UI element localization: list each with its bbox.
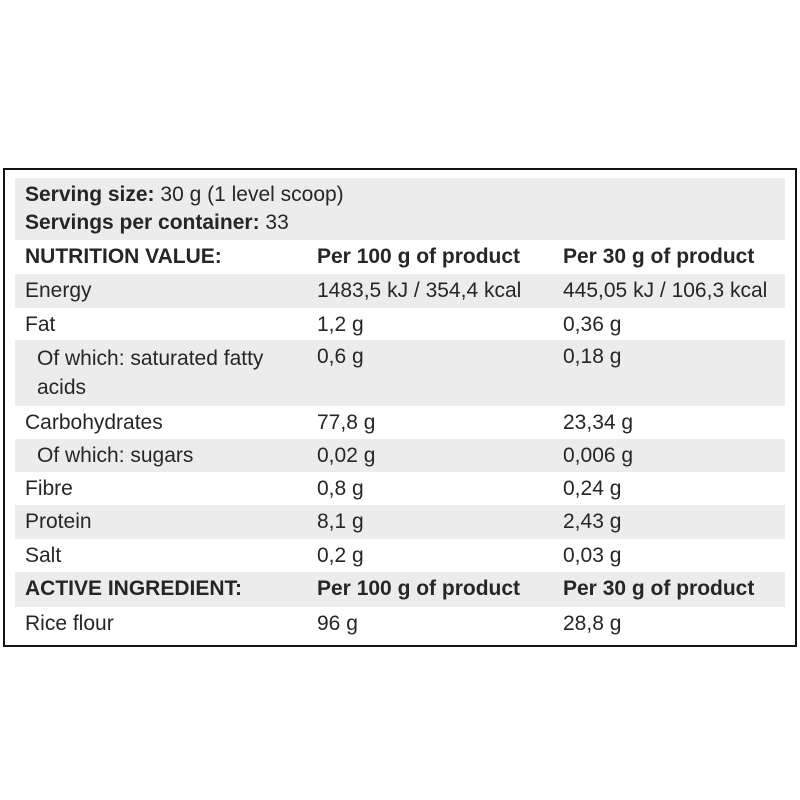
active-header-per100: Per 100 g of product xyxy=(317,577,521,600)
row-per100: 1,2 g xyxy=(317,313,364,336)
row-per100: 8,1 g xyxy=(317,510,364,533)
table-body: Serving size: 30 g (1 level scoop) Servi… xyxy=(15,178,785,641)
row-name: Fat xyxy=(25,313,56,336)
servings-per-container-line: Servings per container: 33 xyxy=(25,210,289,236)
row-name: Fibre xyxy=(25,477,73,500)
table-row: Fibre 0,8 g 0,24 g xyxy=(15,472,785,505)
table-row: Fat 1,2 g 0,36 g xyxy=(15,308,785,340)
row-name: Rice flour xyxy=(25,612,114,635)
row-per30: 2,43 g xyxy=(563,510,622,533)
row-name: Energy xyxy=(25,279,92,302)
table-row: Energy 1483,5 kJ / 354,4 kcal 445,05 kJ … xyxy=(15,274,785,308)
row-per30: 0,18 g xyxy=(563,345,622,368)
row-name: Protein xyxy=(25,510,92,533)
nutrition-header-per30: Per 30 g of product xyxy=(563,245,755,268)
row-per30: 0,24 g xyxy=(563,477,622,500)
row-per100: 0,02 g xyxy=(317,444,376,467)
serving-size-value: 30 g (1 level scoop) xyxy=(154,183,344,206)
table-row: Of which: saturated fatty acids 0,6 g 0,… xyxy=(15,340,785,406)
table-row: Salt 0,2 g 0,03 g xyxy=(15,539,785,572)
serving-size-line: Serving size: 30 g (1 level scoop) xyxy=(25,182,344,208)
row-name: Of which: saturated fatty acids xyxy=(37,347,264,399)
row-per100: 1483,5 kJ / 354,4 kcal xyxy=(317,279,522,302)
nutrition-header-row: NUTRITION VALUE: Per 100 g of product Pe… xyxy=(15,240,785,274)
servings-per-container-value: 33 xyxy=(259,211,289,234)
row-per30: 0,006 g xyxy=(563,444,634,467)
serving-info: Serving size: 30 g (1 level scoop) Servi… xyxy=(15,178,785,240)
nutrition-header-per100: Per 100 g of product xyxy=(317,245,521,268)
table-row: Of which: sugars 0,02 g 0,006 g xyxy=(15,439,785,472)
row-per100: 77,8 g xyxy=(317,411,376,434)
table-row: Carbohydrates 77,8 g 23,34 g xyxy=(15,406,785,439)
row-name: Of which: sugars xyxy=(37,444,194,467)
nutrition-header-label: NUTRITION VALUE: xyxy=(25,245,222,268)
table-row: Rice flour 96 g 28,8 g xyxy=(15,607,785,641)
row-per100: 0,8 g xyxy=(317,477,364,500)
table-row: Protein 8,1 g 2,43 g xyxy=(15,505,785,539)
row-name: Salt xyxy=(25,544,62,567)
row-per30: 23,34 g xyxy=(563,411,634,434)
row-per100: 0,2 g xyxy=(317,544,364,567)
row-per30: 0,03 g xyxy=(563,544,622,567)
active-ingredient-header-row: ACTIVE INGREDIENT: Per 100 g of product … xyxy=(15,572,785,607)
active-header-label: ACTIVE INGREDIENT: xyxy=(25,577,243,600)
serving-size-label: Serving size: xyxy=(25,183,155,206)
row-per30: 28,8 g xyxy=(563,612,622,635)
row-per30: 0,36 g xyxy=(563,313,622,336)
row-per100: 0,6 g xyxy=(317,345,364,368)
row-per30: 445,05 kJ / 106,3 kcal xyxy=(563,279,768,302)
servings-per-container-label: Servings per container: xyxy=(25,211,260,234)
row-name: Carbohydrates xyxy=(25,411,163,434)
row-per100: 96 g xyxy=(317,612,358,635)
active-header-per30: Per 30 g of product xyxy=(563,577,755,600)
nutrition-facts-table: Serving size: 30 g (1 level scoop) Servi… xyxy=(3,168,797,647)
